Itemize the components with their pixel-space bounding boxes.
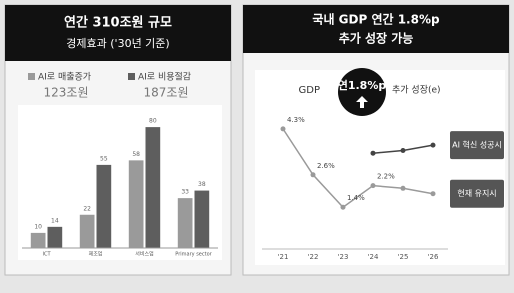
legend-label: AI로 매출증가 [38,72,91,83]
annotation: 추가 성장(e) [392,85,441,96]
left-header [5,5,231,61]
x-tick-label: '23 [338,253,349,261]
bar [48,227,63,248]
x-tick-label: '24 [368,253,379,261]
subtitle: 추가 성장 가능 [339,31,414,46]
bar [80,215,95,248]
x-tick-label: '26 [428,253,439,261]
point [371,183,376,188]
bar-value-label: 80 [149,118,157,125]
point [281,126,286,131]
bar-value-label: 55 [100,155,108,162]
bar [146,127,161,248]
bar [31,233,46,248]
legend-total: 123조원 [44,86,89,100]
point [431,191,436,196]
x-tick-label: ICT [42,252,51,258]
bar [129,160,144,248]
series-label: AI 혁신 성공시 [452,141,502,150]
bar [195,191,210,248]
series-label: 현재 유지시 [457,189,496,198]
bar [97,165,112,248]
annotation-badge [338,68,386,116]
legend-label: AI로 비용절감 [138,71,191,83]
point [311,172,316,177]
point [431,143,436,148]
point [371,151,376,156]
point-label: 2.6% [317,162,335,170]
point [401,148,406,153]
subtitle: 경제효과 ('30년 기준) [66,37,169,50]
bar [178,198,193,248]
bar-value-label: 58 [132,151,140,158]
x-tick-label: 제조업 [89,251,103,258]
bar-value-label: 33 [181,189,189,196]
point-label: 2.2% [377,173,395,181]
point-label: 4.3% [287,116,305,124]
bar-value-label: 14 [51,217,59,224]
point [341,205,346,210]
x-tick-label: '22 [308,253,319,261]
bar-value-label: 38 [198,181,206,188]
bar-value-label: 22 [83,205,91,212]
annotation: GDP [299,85,320,96]
infographic: 연간 310조원 규모 경제효과 ('30년 기준) 국내 GDP 연간 1.8… [0,0,514,289]
legend-swatch [128,73,135,80]
legend-swatch [28,73,35,80]
annotation: 연1.8%p [338,78,387,92]
x-tick-label: 서비스업 [135,251,153,258]
x-tick-label: Primary sector [175,252,212,258]
title: 연간 310조원 규모 [64,15,172,31]
title: 국내 GDP 연간 1.8%p [312,12,440,27]
point-label: 1.4% [347,194,365,202]
x-tick-label: '25 [398,253,409,261]
legend-total: 187조원 [144,86,189,100]
x-tick-label: '21 [278,253,289,261]
bar-value-label: 10 [34,223,42,230]
point [401,186,406,191]
